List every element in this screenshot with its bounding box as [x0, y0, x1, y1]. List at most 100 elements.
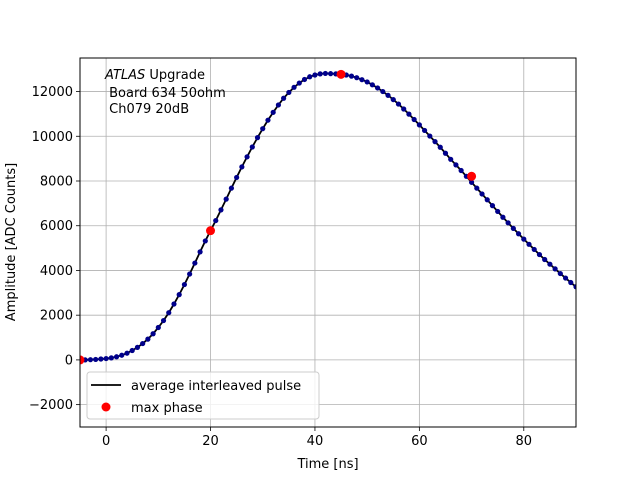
pulse-point [484, 197, 490, 203]
max-phase-point [206, 226, 216, 236]
y-tick-label: 8000 [40, 175, 73, 190]
pulse-point [328, 71, 334, 77]
annotation-experiment: ATLAS [104, 68, 145, 83]
pulse-point [155, 324, 161, 331]
y-tick-label: 0 [65, 353, 73, 368]
pulse-point [427, 133, 433, 139]
data-layer [80, 69, 576, 365]
pulse-point [322, 70, 328, 77]
pulse-point [228, 185, 235, 191]
pulse-point [197, 249, 203, 255]
pulse-point [359, 77, 365, 83]
pulse-point [244, 154, 250, 160]
pulse-point [113, 354, 120, 360]
max-phase-point [336, 69, 346, 79]
pulse-point [390, 96, 396, 103]
pulse-point [145, 336, 151, 342]
pulse-point [108, 355, 114, 361]
x-tick-label: 0 [102, 434, 110, 449]
pulse-point [87, 357, 94, 363]
pulse-point [521, 236, 527, 242]
pulse-point [140, 340, 146, 347]
pulse-point [275, 102, 281, 108]
max-phase-point [80, 355, 85, 365]
pulse-point [291, 84, 297, 90]
annotation-line-2: Board 634 50ohm [105, 86, 226, 101]
pulse-point [568, 279, 574, 286]
pulse-point [171, 301, 177, 307]
pulse-point [249, 144, 255, 150]
annotation-upgrade: Upgrade [145, 68, 205, 83]
pulse-point [307, 74, 313, 80]
pulse-point [552, 266, 558, 272]
pulse-point [260, 126, 266, 132]
pulse-point [474, 185, 480, 191]
pulse-point [254, 135, 261, 141]
pulse-point [458, 167, 464, 174]
x-tick-label: 40 [307, 434, 324, 449]
legend-label-max-phase: max phase [131, 401, 203, 416]
pulse-point [453, 162, 459, 168]
annotation-line-1: ATLAS Upgrade [104, 68, 205, 83]
pulse-point [479, 191, 485, 197]
pulse-point [432, 139, 438, 145]
legend-marker-swatch [101, 402, 111, 412]
pulse-point [401, 106, 407, 112]
pulse-point [187, 271, 193, 277]
pulse-point [375, 85, 381, 91]
pulse-point [526, 241, 532, 247]
pulse-point [192, 260, 198, 266]
x-tick-label: 80 [516, 434, 533, 449]
pulse-point [181, 281, 188, 288]
pulse-point [312, 72, 318, 78]
pulse-point [364, 79, 370, 85]
pulse-point [348, 73, 355, 79]
pulse-point [510, 225, 516, 232]
pulse-point [411, 116, 417, 123]
pulse-point [395, 101, 402, 107]
pulse-point [380, 88, 386, 95]
pulse-point [437, 144, 443, 150]
pulse-point [385, 92, 391, 98]
pulse-point [98, 356, 104, 362]
max-phase-point [467, 171, 477, 181]
y-tick-label: 12000 [32, 85, 73, 100]
legend-label-average-pulse: average interleaved pulse [131, 379, 301, 394]
pulse-point [468, 179, 475, 185]
pulse-point [296, 80, 302, 86]
legend: average interleaved pulse max phase [86, 371, 320, 420]
pulse-point [213, 217, 219, 224]
pulse-point [536, 251, 543, 258]
legend-box [86, 371, 320, 420]
plot-frame [79, 57, 577, 428]
pulse-point [557, 270, 563, 277]
pulse-point [317, 71, 323, 77]
pulse-point [406, 111, 412, 117]
y-tick-label: 2000 [40, 309, 73, 324]
pulse-point [421, 127, 428, 134]
pulse-point [354, 75, 360, 81]
pulse-point [489, 203, 496, 209]
pulse-point [448, 156, 454, 162]
pulse-point [218, 207, 224, 213]
pulse-point [500, 214, 506, 220]
y-tick-label: −2000 [29, 398, 73, 413]
pulse-point [103, 355, 109, 362]
y-tick-label: 10000 [32, 130, 73, 145]
y-tick-label: 6000 [40, 219, 73, 234]
pulse-point [134, 344, 141, 350]
pulse-point [265, 117, 271, 123]
pulse-point [160, 317, 167, 324]
pulse-point [416, 122, 422, 128]
pulse-point [239, 164, 245, 170]
pulse-point [547, 261, 553, 267]
pulse-point [505, 220, 511, 226]
pulse-point [223, 196, 229, 202]
pulse-point [93, 356, 99, 363]
pulse-point [301, 76, 308, 83]
pulse-point [515, 231, 522, 237]
y-axis-ticks: −2000 0 2000 4000 6000 8000 10000 12000 [29, 85, 80, 413]
pulse-point [286, 89, 292, 96]
pulse-point [176, 292, 182, 298]
